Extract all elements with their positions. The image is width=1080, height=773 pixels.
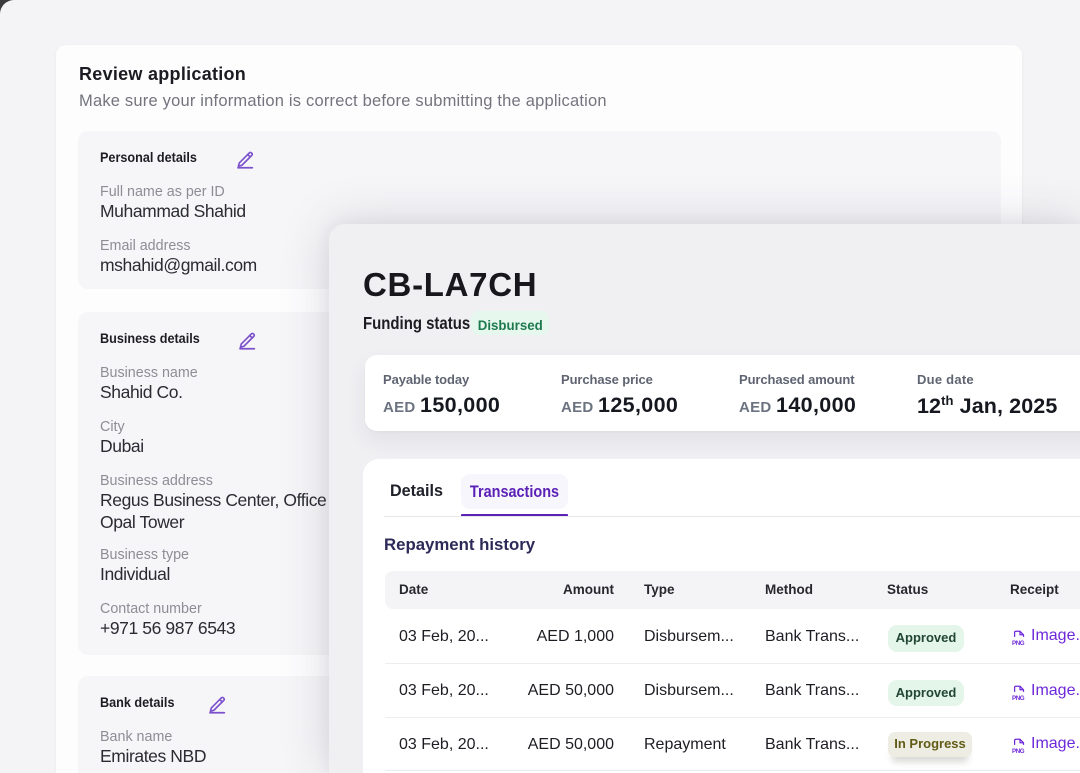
svg-text:PNG: PNG xyxy=(1012,694,1025,700)
svg-text:PNG: PNG xyxy=(1012,640,1025,646)
svg-text:PNG: PNG xyxy=(1012,748,1025,754)
